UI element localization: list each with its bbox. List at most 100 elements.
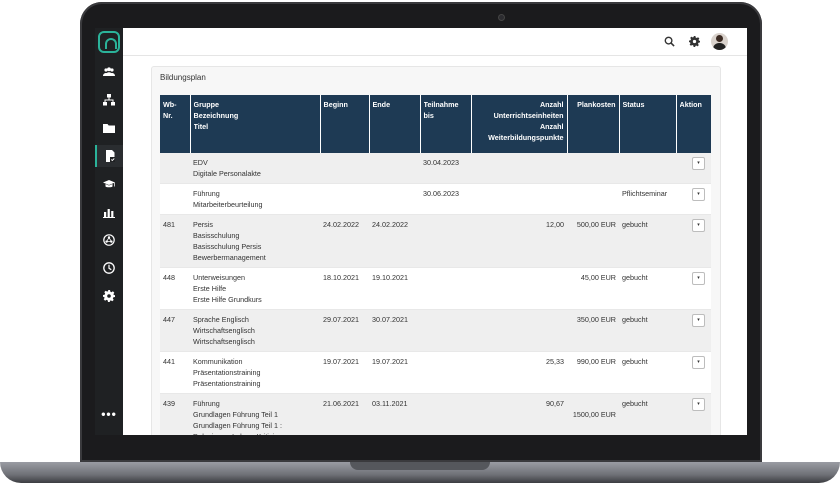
more-menu-button[interactable]: ••• [101, 407, 117, 421]
sidebar-item-network[interactable] [95, 229, 123, 251]
cell-status: Pflichtseminar [619, 183, 676, 215]
cell-gruppe: EDV Digitale Personalakte [190, 153, 320, 184]
cell-anzahl: 25,33 [471, 351, 567, 394]
cell-teilnahme: 30.06.2023 [420, 183, 471, 215]
cell-beginn [320, 153, 369, 184]
col-status[interactable]: Status [619, 95, 677, 153]
sidebar-item-history[interactable] [95, 257, 123, 279]
cell-aktion: ▾ [676, 214, 711, 268]
cell-aktion: ▾ [676, 267, 711, 310]
cell-plankosten: 350,00 EUR [567, 309, 619, 352]
table-header: Wb- Nr. Gruppe Bezeichnung Titel Beginn End… [160, 95, 711, 153]
cell-plankosten: 1500,00 EUR [567, 393, 619, 435]
search-icon[interactable] [664, 36, 675, 47]
cell-ende: 03.11.2021 [369, 393, 420, 435]
row-action-dropdown[interactable]: ▾ [692, 272, 705, 285]
cell-ende [369, 153, 420, 184]
cell-beginn: 29.07.2021 [320, 309, 369, 352]
cell-wbnr: 481 [160, 214, 190, 268]
col-aktion: Aktion [676, 95, 711, 153]
row-action-dropdown[interactable]: ▾ [692, 356, 705, 369]
app-logo[interactable] [98, 31, 120, 53]
row-action-dropdown[interactable]: ▾ [692, 188, 705, 201]
cell-teilnahme [420, 351, 471, 394]
cell-anzahl [471, 183, 567, 215]
col-beginn[interactable]: Beginn [320, 95, 370, 153]
camera [498, 14, 505, 21]
cell-beginn: 21.06.2021 [320, 393, 369, 435]
cell-ende: 24.02.2022 [369, 214, 420, 268]
sidebar: ••• [95, 28, 123, 435]
laptop-base [0, 462, 840, 483]
row-action-dropdown[interactable]: ▾ [692, 314, 705, 327]
col-gruppe[interactable]: Gruppe Bezeichnung Titel [190, 95, 321, 153]
cell-status: gebucht [619, 309, 676, 352]
row-action-dropdown[interactable]: ▾ [692, 398, 705, 411]
cell-plankosten [567, 153, 619, 184]
cell-teilnahme [420, 309, 471, 352]
network-icon [103, 234, 115, 246]
row-action-dropdown[interactable]: ▾ [692, 219, 705, 232]
sidebar-item-training[interactable] [95, 173, 123, 195]
col-wbnr[interactable]: Wb- Nr. [160, 95, 191, 153]
cell-aktion: ▾ [676, 309, 711, 352]
clock-icon [103, 262, 115, 274]
cell-gruppe: Führung Grundlagen Führung Teil 1 Grundlag… [190, 393, 320, 435]
sidebar-item-organization[interactable] [95, 89, 123, 111]
laptop-notch [350, 462, 490, 470]
gear-icon [103, 290, 115, 302]
graduation-cap-icon [103, 180, 115, 188]
folder-icon [103, 124, 115, 133]
document-icon [106, 150, 115, 162]
cell-beginn: 24.02.2022 [320, 214, 369, 268]
sidebar-item-users[interactable] [95, 61, 123, 83]
table-row[interactable]: EDV Digitale Personalakte 30.04.2023 ▾ [160, 153, 711, 184]
row-action-dropdown[interactable]: ▾ [692, 157, 705, 170]
cell-gruppe: Persis Basisschulung Basisschulung Persis B… [190, 214, 320, 268]
bildungsplan-panel: Bildungsplan Wb- Nr. Gruppe Bezeichnung Tit… [151, 66, 721, 435]
cell-plankosten: 45,00 EUR [567, 267, 619, 310]
users-icon [103, 67, 115, 76]
col-teilnahme[interactable]: Teilnahme bis [420, 95, 472, 153]
cell-beginn [320, 183, 369, 215]
cell-aktion: ▾ [676, 393, 711, 435]
table-row[interactable]: 441 Kommunikation Präsentationstraining Prä… [160, 351, 711, 394]
app-screen: ••• Bildungsplan Wb- Nr. Gruppe Bezeichnun… [95, 28, 747, 435]
cell-wbnr [160, 183, 190, 215]
table-row[interactable]: 447 Sprache Englisch Wirtschaftsenglisch Wi… [160, 309, 711, 352]
cell-status [619, 153, 676, 184]
cell-wbnr: 441 [160, 351, 190, 394]
cell-anzahl [471, 309, 567, 352]
cell-aktion: ▾ [676, 153, 711, 184]
col-plankosten[interactable]: Plankosten [567, 95, 620, 153]
table-row[interactable]: Führung Mitarbeiterbeurteilung 30.06.2023 P… [160, 183, 711, 215]
col-anzahl[interactable]: Anzahl Unterrichtseinheiten Anzahl Weiterbi… [471, 95, 568, 153]
sidebar-item-documents[interactable] [95, 145, 123, 167]
cell-ende [369, 183, 420, 215]
cell-ende: 19.10.2021 [369, 267, 420, 310]
cell-status: gebucht [619, 214, 676, 268]
cell-status: gebucht [619, 351, 676, 394]
cell-gruppe: Unterweisungen Erste Hilfe Erste Hilfe Gru… [190, 267, 320, 310]
avatar[interactable] [711, 33, 728, 50]
cell-aktion: ▾ [676, 183, 711, 215]
table-row[interactable]: 481 Persis Basisschulung Basisschulung Pers… [160, 214, 711, 268]
col-ende[interactable]: Ende [369, 95, 421, 153]
panel-title: Bildungsplan [160, 73, 206, 82]
cell-status: gebucht [619, 267, 676, 310]
cell-gruppe: Kommunikation Präsentationstraining Präsen… [190, 351, 320, 394]
cell-wbnr: 448 [160, 267, 190, 310]
sidebar-item-files[interactable] [95, 117, 123, 139]
top-bar [123, 28, 747, 56]
cell-beginn: 19.07.2021 [320, 351, 369, 394]
cell-teilnahme [420, 267, 471, 310]
cell-plankosten: 500,00 EUR [567, 214, 619, 268]
sidebar-item-settings[interactable] [95, 285, 123, 307]
settings-icon[interactable] [689, 36, 700, 47]
cell-status: gebucht [619, 393, 676, 435]
sidebar-item-reports[interactable] [95, 201, 123, 223]
table-row[interactable]: 448 Unterweisungen Erste Hilfe Erste Hilfe … [160, 267, 711, 310]
table-row[interactable]: 439 Führung Grundlagen Führung Teil 1 Grund… [160, 393, 711, 435]
cell-plankosten [567, 183, 619, 215]
cell-wbnr [160, 153, 190, 184]
